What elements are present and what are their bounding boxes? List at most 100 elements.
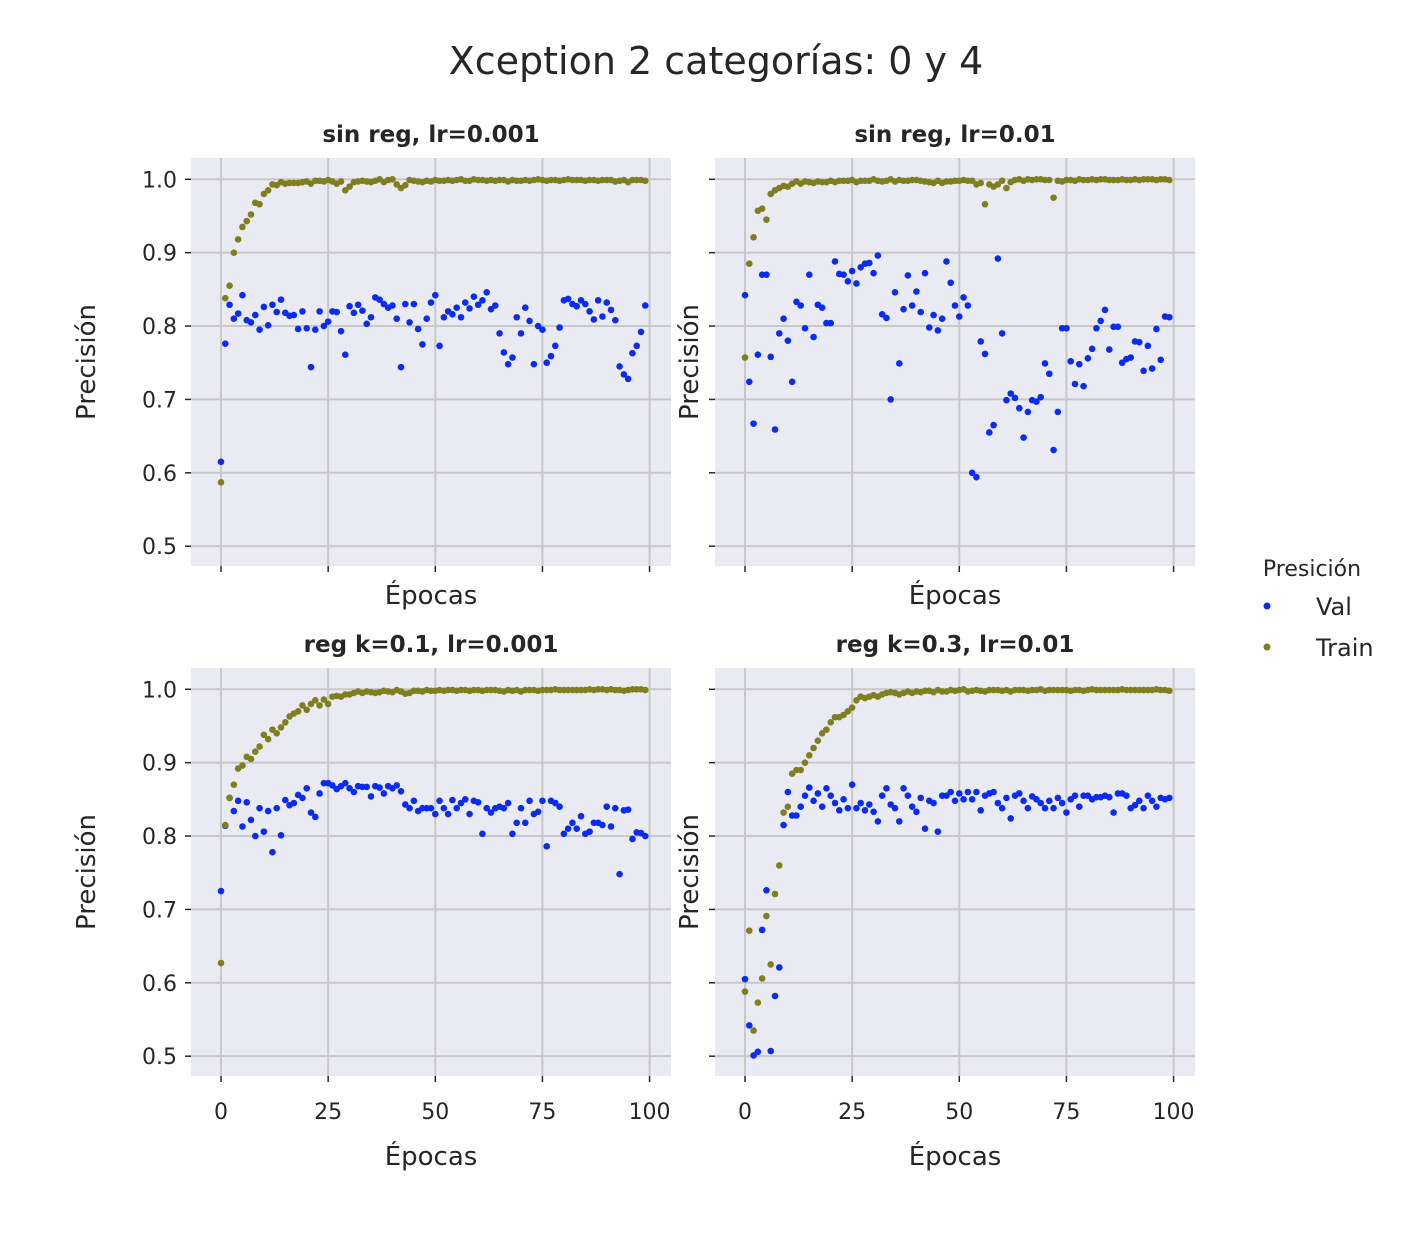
data-point: [977, 807, 985, 814]
data-point: [960, 796, 967, 803]
subplot-title: reg k=0.1, lr=0.001: [304, 632, 559, 658]
x-axis-label: Épocas: [909, 579, 1002, 611]
data-point: [990, 788, 997, 796]
data-point: [750, 420, 757, 427]
subplot-4: 0 25 50 75 100 reg k=0.3, lr=0.01 Épocas Precis…: [675, 632, 1195, 1172]
data-point: [934, 327, 942, 334]
data-point: [560, 830, 568, 838]
data-point: [750, 1052, 757, 1059]
data-point: [504, 360, 512, 368]
data-point: [217, 458, 225, 466]
y-tick-label: 0.6: [142, 462, 177, 487]
series-val: [217, 288, 649, 466]
data-point: [1114, 323, 1122, 331]
data-point: [247, 211, 255, 218]
data-point: [564, 825, 572, 833]
data-point: [221, 294, 229, 302]
data-point: [234, 797, 242, 805]
data-point: [784, 788, 792, 796]
data-point: [337, 178, 345, 185]
data-point: [303, 324, 311, 332]
data-point: [1071, 380, 1079, 388]
data-point: [964, 788, 972, 796]
data-point: [341, 779, 349, 787]
data-point: [543, 359, 551, 367]
data-point: [848, 781, 856, 788]
x-axis-label: Épocas: [385, 1140, 478, 1172]
data-point: [818, 803, 826, 810]
data-point: [921, 825, 929, 833]
data-point: [607, 823, 615, 830]
data-point: [487, 809, 495, 816]
data-point: [243, 217, 251, 225]
data-point: [1144, 342, 1152, 350]
subplot-title: sin reg, lr=0.001: [322, 122, 539, 148]
data-point: [1033, 796, 1040, 803]
data-point: [763, 271, 770, 278]
data-point: [1037, 799, 1045, 807]
data-point: [611, 316, 619, 324]
data-point: [320, 696, 328, 703]
data-point: [380, 790, 388, 797]
data-point: [367, 313, 375, 321]
data-point: [226, 301, 233, 309]
data-point: [311, 813, 319, 821]
data-point: [260, 190, 268, 198]
series-val: [741, 781, 1173, 1059]
data-point: [908, 803, 916, 810]
data-point: [359, 307, 366, 314]
data-point: [479, 297, 486, 304]
data-point: [797, 766, 805, 774]
x-tick-label: 0: [214, 1100, 228, 1125]
data-point: [419, 341, 426, 348]
data-point: [230, 807, 238, 815]
data-point: [827, 792, 835, 799]
data-point: [750, 1027, 757, 1034]
data-point: [1084, 355, 1092, 362]
data-point: [801, 324, 809, 332]
data-point: [788, 770, 796, 777]
data-point: [376, 296, 383, 303]
data-point: [509, 354, 516, 361]
data-point: [273, 804, 281, 812]
data-point: [805, 271, 813, 278]
data-point: [577, 812, 585, 820]
legend-marker: [1263, 602, 1271, 610]
data-point: [414, 325, 422, 333]
data-point: [599, 821, 606, 829]
data-point: [767, 190, 775, 198]
data-point: [586, 308, 593, 315]
x-tick-label: 50: [945, 1100, 973, 1125]
data-point: [539, 797, 546, 805]
data-point: [311, 326, 319, 334]
data-point: [303, 706, 311, 714]
data-point: [754, 351, 762, 358]
legend-entry-train: Train: [1263, 634, 1374, 662]
data-point: [750, 233, 757, 241]
data-point: [307, 809, 315, 816]
data-point: [633, 342, 641, 350]
data-point: [745, 378, 753, 386]
data-point: [590, 316, 598, 323]
data-point: [440, 313, 448, 321]
data-point: [998, 177, 1006, 185]
data-point: [1127, 354, 1135, 361]
data-point: [247, 319, 255, 326]
data-point: [1015, 790, 1023, 797]
data-point: [517, 804, 525, 812]
data-point: [865, 259, 873, 267]
data-point: [269, 726, 276, 733]
data-point: [904, 272, 912, 279]
data-point: [1097, 317, 1105, 325]
data-point: [1063, 809, 1070, 816]
data-point: [1050, 194, 1057, 201]
data-point: [840, 271, 847, 278]
legend-marker: [1263, 643, 1271, 651]
data-point: [637, 328, 645, 336]
data-point: [968, 796, 976, 803]
data-point: [891, 288, 899, 296]
data-point: [951, 797, 959, 805]
data-point: [256, 326, 263, 334]
data-point: [780, 821, 787, 829]
